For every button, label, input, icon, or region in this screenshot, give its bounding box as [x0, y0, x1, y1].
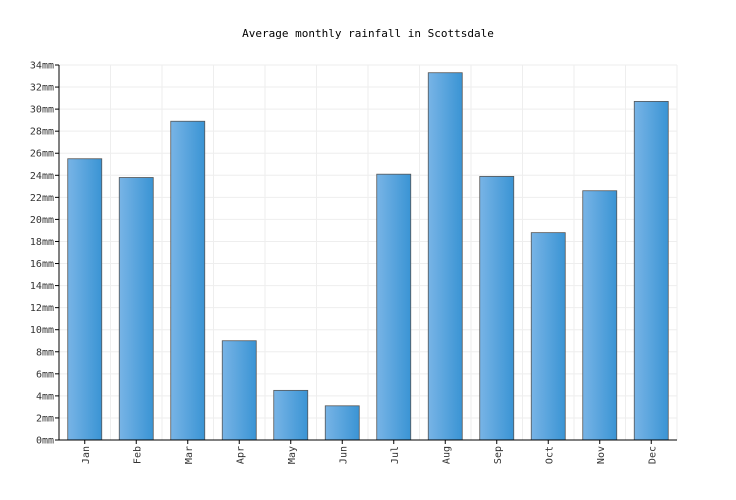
y-tick-label: 16mm: [30, 259, 54, 270]
bar-jun: [324, 405, 360, 441]
y-tick-label: 22mm: [30, 193, 54, 204]
chart-title: Average monthly rainfall in Scottsdale: [242, 27, 494, 40]
x-tick-labels: Jan Feb Mar Apr May Jun Jul Aug Sep Oct Nov Dec: [81, 446, 659, 464]
y-tick-label: 12mm: [30, 303, 54, 314]
bar-may: [273, 389, 309, 441]
bar-oct: [530, 232, 566, 441]
x-tick-label-feb: Feb: [132, 446, 143, 464]
y-tick-label: 20mm: [30, 215, 54, 226]
y-tick-label: 32mm: [30, 83, 54, 94]
x-tick-label-aug: Aug: [441, 446, 452, 464]
y-tick-label: 14mm: [30, 281, 54, 292]
x-tick-label-may: May: [287, 446, 298, 464]
bar-jan: [67, 158, 103, 441]
bars: [67, 72, 669, 441]
y-tick-label: 24mm: [30, 171, 54, 182]
bar-sep: [479, 175, 515, 441]
y-tick-label: 10mm: [30, 325, 54, 336]
y-tick-label: 2mm: [36, 413, 54, 424]
x-tick-label-jan: Jan: [81, 446, 92, 464]
x-tick-label-jul: Jul: [390, 446, 401, 464]
y-tick-label: 28mm: [30, 127, 54, 138]
axes: [55, 64, 677, 444]
grid-lines: [58, 64, 678, 441]
bar-aug: [427, 72, 463, 441]
bar-dec: [633, 100, 669, 441]
y-tick-label: 30mm: [30, 105, 54, 116]
y-tick-label: 26mm: [30, 149, 54, 160]
x-tick-label-nov: Nov: [596, 446, 607, 464]
x-tick-label-jun: Jun: [338, 446, 349, 464]
x-tick-label-mar: Mar: [184, 446, 195, 464]
y-tick-label: 34mm: [30, 61, 54, 72]
y-tick-label: 18mm: [30, 237, 54, 248]
y-tick-label: 0mm: [36, 436, 54, 447]
bar-nov: [582, 190, 618, 441]
x-tick-label-dec: Dec: [647, 446, 658, 464]
x-tick-label-sep: Sep: [493, 446, 504, 464]
bar-jul: [376, 173, 412, 441]
bar-apr: [221, 340, 257, 441]
x-tick-label-oct: Oct: [544, 446, 555, 464]
x-tick-label-apr: Apr: [235, 446, 246, 464]
y-tick-label: 6mm: [36, 369, 54, 380]
y-tick-label: 8mm: [36, 347, 54, 358]
y-tick-labels: 0mm 2mm 4mm 6mm 8mm 10mm 12mm 14mm 16mm 18mm 20mm 2…: [30, 61, 54, 447]
bar-mar: [170, 120, 206, 441]
bar-feb: [118, 177, 154, 441]
y-tick-label: 4mm: [36, 391, 54, 402]
